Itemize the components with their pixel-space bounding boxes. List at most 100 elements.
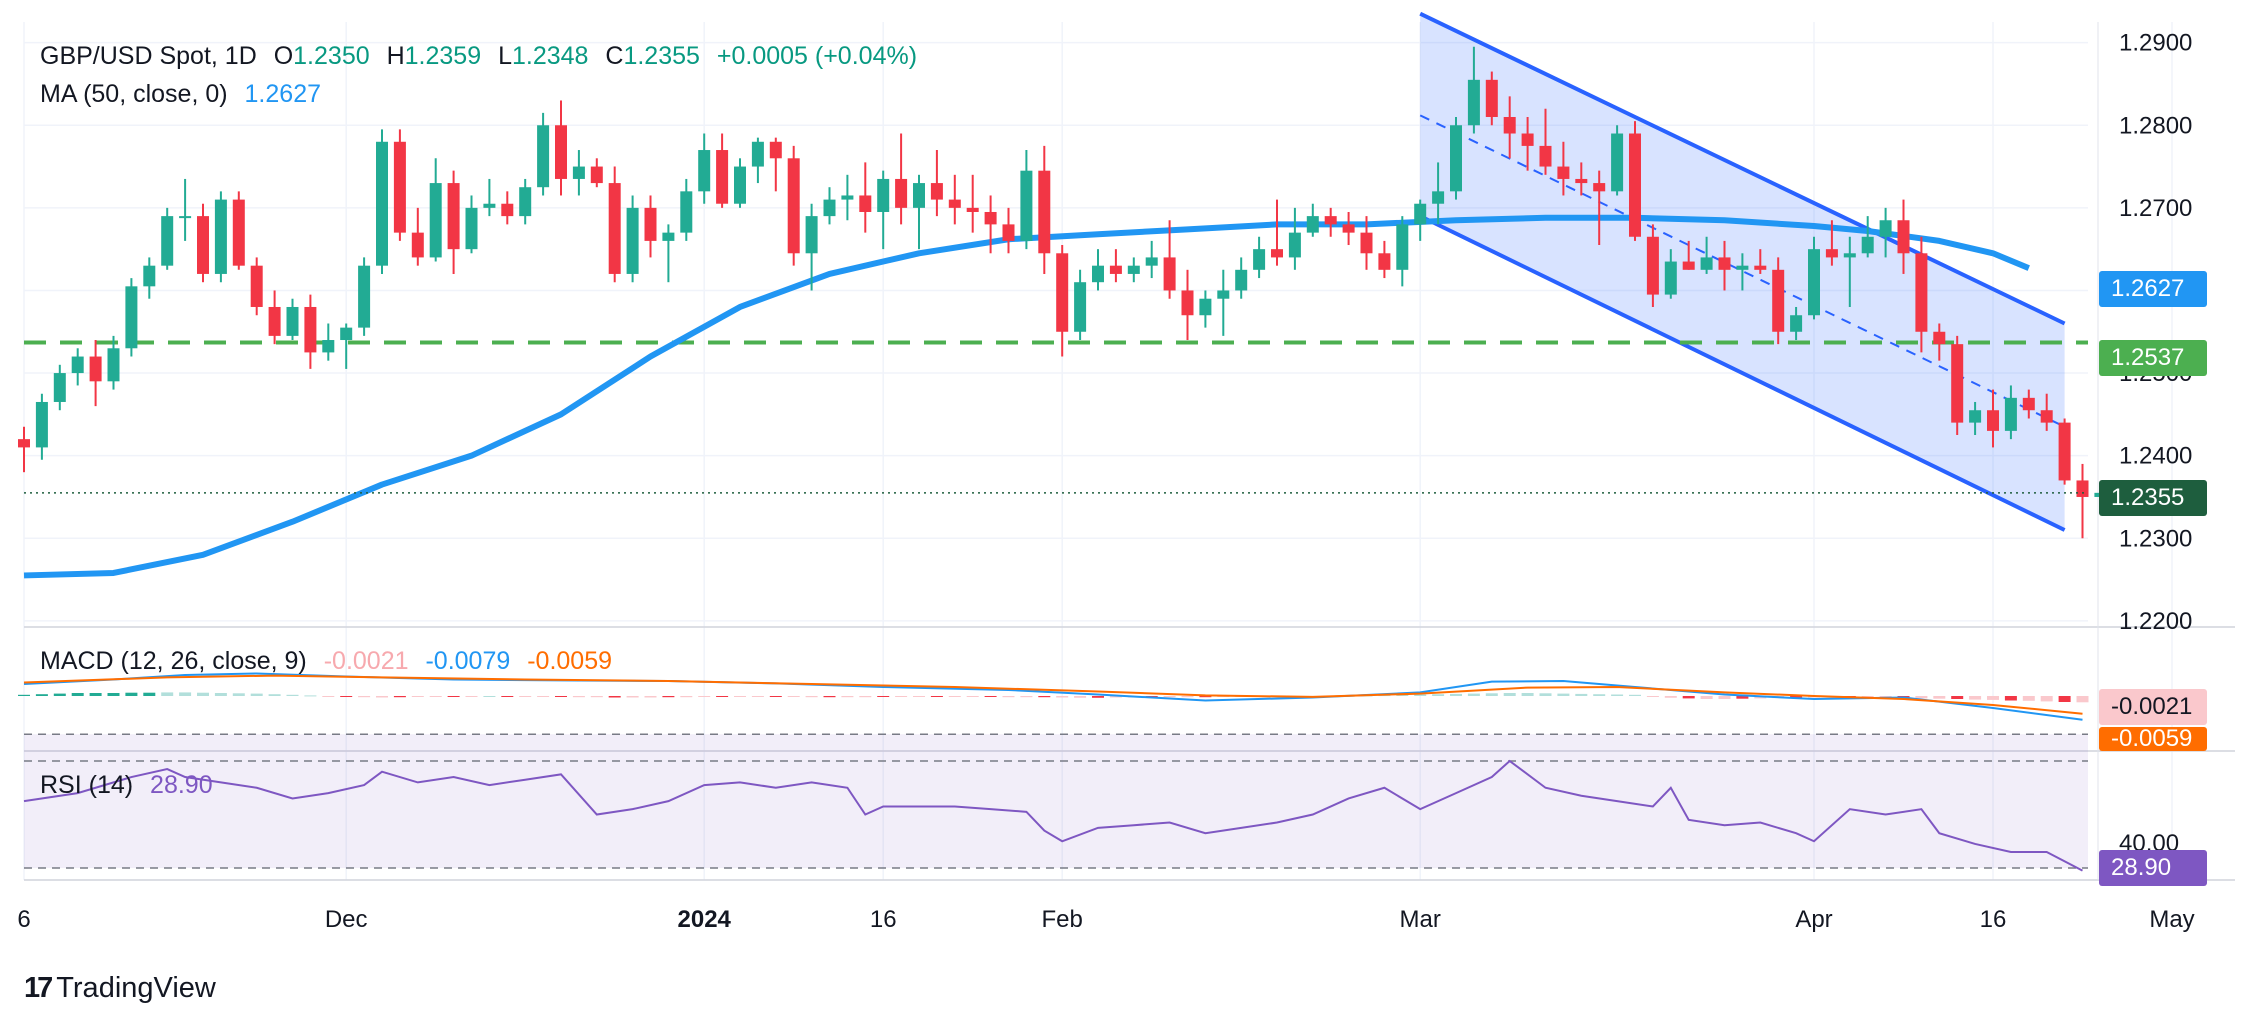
macd-hist-bar [590,696,603,698]
candle-body [1700,257,1713,270]
candle-body [268,306,281,336]
candle-body [465,207,478,250]
macd-hist-bar [555,696,567,697]
candle-body [1682,261,1695,270]
macd-hist-bar [304,695,317,697]
candle-body [966,207,979,212]
macd-hist-bar [2022,696,2035,701]
candle-body [2004,397,2017,431]
macd-hist-bar [1074,696,1087,698]
macd-hist-bar [1790,696,1803,698]
macd-line-legend-value: -0.0079 [425,647,511,675]
candle-body [823,199,836,217]
candle-body [1199,298,1212,316]
macd-hist-bar [411,696,424,697]
macd-hist-bar [1861,696,1874,698]
ma-legend[interactable]: MA (50, close, 0) 1.2627 [40,80,331,109]
candle-body [447,183,460,250]
candle-body [895,178,908,208]
candle-body [1879,220,1892,237]
candle-body [304,306,317,353]
price-axis[interactable]: 1.29001.28001.27001.26001.25001.24001.23… [2119,30,2192,635]
candle-body [179,216,192,219]
macd-hist-bar [948,696,961,697]
macd-hist-bar [107,693,120,696]
tradingview-logo[interactable]: 17 TradingView [24,972,216,1005]
macd-hist-bar [734,696,746,697]
candle-body [2058,422,2071,481]
candle-body [1288,232,1301,258]
close-value: C1.2355 [605,42,700,70]
macd-hist-bar [501,696,514,697]
candle-body [1485,79,1498,117]
macd-hist-bar [1718,696,1731,699]
price-tick-label: 1.2400 [2119,443,2192,470]
macd-hist-bar [2076,696,2089,703]
macd-hist-bar [913,696,925,697]
macd-hist-bar [984,696,997,697]
macd-hist-bar [644,696,657,698]
macd-legend[interactable]: MACD (12, 26, close, 9) -0.0021 -0.0079 … [40,647,622,676]
macd-hist-bar [465,696,478,697]
macd-hist-bar [966,696,979,697]
candle-body [125,286,138,349]
high-value: H1.2359 [386,42,482,70]
macd-hist-bar [1109,696,1122,698]
candle-body [322,340,335,353]
symbol-title[interactable]: GBP/USD Spot, 1D [40,42,257,70]
candle-body [751,141,764,167]
macd-hist-bar [1485,693,1498,696]
candle-body [608,183,621,274]
macd-hist-bar [1503,693,1516,696]
candle-body [2040,410,2053,423]
candle-body [1360,232,1373,254]
price-tick-label: 1.2300 [2119,525,2192,552]
macd-hist-bar [268,694,281,696]
macd-hist-bar [1933,696,1946,699]
macd-hist-legend-value: -0.0021 [323,647,409,675]
candle-body [18,439,30,448]
candle-body [1557,166,1570,179]
time-tick-label: 16 [870,906,897,933]
candle-body [1593,183,1606,192]
channel-upper-line [1419,11,2066,326]
macd-hist-bar [1700,696,1713,699]
macd-hist-bar [161,692,174,696]
macd-hist-bar [519,696,532,697]
candle-body [2022,397,2035,411]
macd-hist-bar [1432,694,1445,696]
candle-body [572,166,585,179]
low-value: L1.2348 [498,42,589,70]
candle-body [1235,269,1248,291]
candle-body [644,207,657,241]
rsi-label: RSI (14) [40,771,134,799]
candle-body [805,216,818,254]
rsi-legend[interactable]: RSI (14) 28.90 [40,771,223,800]
candle-body [89,356,102,382]
ma-label: MA (50, close, 0) [40,80,228,108]
candle-body [250,265,263,307]
macd-label: MACD (12, 26, close, 9) [40,647,307,675]
macd-hist-bar [1987,696,1999,700]
time-axis[interactable]: 6 Dec 2024 16 Feb Mar Apr 16 May [17,906,2194,933]
candle-body [1342,224,1355,233]
macd-hist-bar [1593,694,1606,696]
ma-price-badge: 1.2627 [2099,271,2207,307]
macd-hist-bar [859,696,872,698]
candle-body [1396,224,1409,270]
candle-body [859,195,872,212]
candle-body [590,166,603,184]
candle-body [1521,133,1534,146]
candle-body [2076,480,2089,497]
macd-hist-bar [214,693,227,696]
macd-hist-bar [197,692,209,696]
candle-body [340,327,353,341]
macd-hist-bar [1450,693,1462,696]
macd-hist-bar [322,696,335,697]
candle-body [107,348,120,382]
open-value: O1.2350 [273,42,370,70]
macd-hist-bar [1539,693,1552,696]
candle-body [35,401,48,448]
macd-hist-bar [877,696,890,697]
